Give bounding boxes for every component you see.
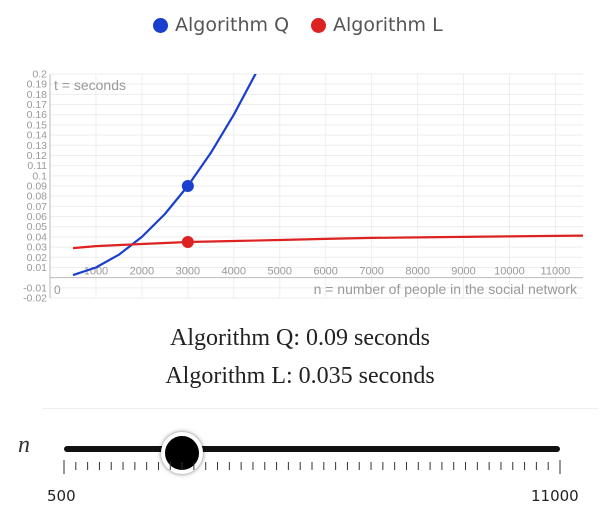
y-tick-label: 0.2 (32, 69, 47, 81)
y-tick-label: 0.06 (27, 211, 48, 223)
origin-label: 0 (54, 283, 61, 297)
y-tick-label: 0.1 (32, 170, 47, 182)
x-tick-label: 6000 (313, 266, 337, 278)
y-tick-label: 0.01 (27, 262, 48, 274)
y-tick-label: 0.19 (27, 79, 48, 91)
slider-min-label: 500 (47, 487, 76, 505)
y-tick-label: -0.02 (23, 293, 47, 305)
y-tick-label: 0.15 (27, 119, 48, 131)
y-tick-label: 0.04 (27, 231, 48, 243)
slider-track[interactable] (64, 446, 560, 452)
legend-label-algorithm-q: Algorithm Q (175, 14, 290, 36)
x-tick-label: 8000 (405, 266, 429, 278)
x-tick-label: 10000 (494, 266, 525, 278)
y-tick-label: 0.07 (27, 201, 48, 213)
series-line-algorithm-q (72, 74, 257, 277)
divider (42, 408, 598, 409)
legend-label-algorithm-l: Algorithm L (333, 14, 443, 36)
x-axis-annotation: n = number of people in the social netwo… (314, 281, 578, 297)
legend-marker-algorithm-l (311, 17, 326, 33)
x-tick-label: 4000 (222, 266, 246, 278)
y-axis-annotation: t = seconds (54, 77, 126, 93)
y-tick-label: 0.09 (27, 181, 48, 193)
x-tick-label: 5000 (267, 266, 291, 278)
highlight-point-algorithm-l (181, 236, 194, 248)
y-tick-label: 0.05 (27, 221, 48, 233)
x-tick-label: 3000 (176, 266, 200, 278)
y-tick-label: 0.11 (27, 160, 47, 172)
y-tick-label: 0.03 (27, 242, 48, 254)
slider-variable-label: n (18, 432, 30, 458)
y-tick-label: 0.08 (27, 191, 48, 203)
y-tick-label: 0.17 (27, 99, 48, 111)
y-tick-label: 0.13 (27, 140, 48, 152)
x-tick-label: 2000 (130, 266, 154, 278)
y-tick-label: 0.12 (27, 150, 48, 162)
readout-algorithm-q: Algorithm Q: 0.09 seconds (170, 325, 430, 351)
legend-marker-algorithm-q (153, 17, 168, 33)
y-tick-label: 0.18 (27, 89, 48, 101)
highlight-point-algorithm-q (181, 180, 194, 192)
y-tick-label: -0.01 (23, 282, 47, 294)
legend-item-algorithm-q[interactable]: Algorithm Q (153, 14, 289, 36)
slider-max-label: 11000 (531, 487, 579, 505)
readout-algorithm-l: Algorithm L: 0.035 seconds (165, 363, 435, 389)
y-tick-label: 0.16 (27, 109, 48, 121)
x-tick-label: 11000 (541, 266, 571, 278)
chart-legend: Algorithm Q Algorithm L (0, 14, 600, 44)
x-tick-label: 9000 (451, 266, 475, 278)
x-tick-label: 7000 (359, 266, 383, 278)
y-tick-label: 0.14 (27, 130, 48, 142)
slider-handle[interactable] (161, 432, 204, 474)
series-line-algorithm-l (72, 234, 583, 250)
line-chart: -0.02-0.010.010.020.030.040.050.060.070.… (23, 69, 583, 305)
y-tick-label: 0.02 (27, 252, 48, 264)
legend-item-algorithm-l[interactable]: Algorithm L (311, 14, 443, 36)
